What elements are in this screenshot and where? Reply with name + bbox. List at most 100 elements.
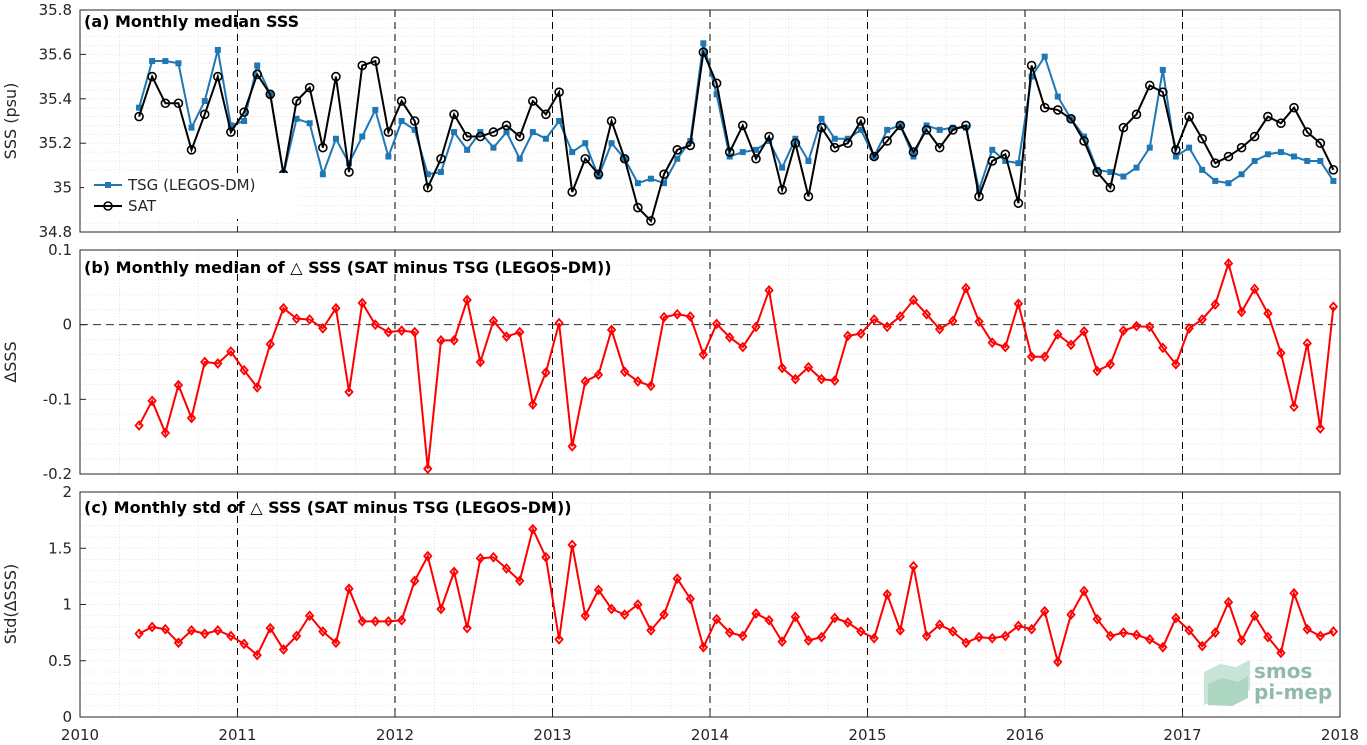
data-point xyxy=(1276,347,1286,359)
data-point xyxy=(1052,105,1063,115)
data-point xyxy=(239,638,249,650)
data-point xyxy=(672,573,682,584)
data-point xyxy=(1131,320,1142,332)
data-point xyxy=(227,122,234,129)
data-point xyxy=(214,46,221,53)
data-point xyxy=(147,71,157,82)
data-point xyxy=(1054,93,1061,100)
data-point xyxy=(331,302,341,314)
data-point xyxy=(1145,634,1155,645)
data-point xyxy=(593,369,604,381)
data-point xyxy=(1302,337,1312,349)
data-point xyxy=(422,182,433,193)
data-point xyxy=(1026,351,1037,363)
data-point xyxy=(528,523,538,535)
data-point xyxy=(331,637,341,649)
y-tick-label: 35.2 xyxy=(39,134,72,152)
data-point xyxy=(974,191,984,202)
data-point xyxy=(895,120,906,131)
y-tick-label: 1 xyxy=(62,596,72,614)
data-point xyxy=(241,118,248,124)
data-point xyxy=(934,323,945,335)
data-point xyxy=(1223,258,1234,269)
data-point xyxy=(646,216,656,226)
data-point xyxy=(830,612,840,624)
smos-pi-mep-logo: smos pi-mep xyxy=(1204,659,1332,706)
data-point xyxy=(685,140,696,151)
data-point xyxy=(856,116,866,126)
data-point xyxy=(449,334,459,346)
data-point xyxy=(580,610,590,622)
data-point xyxy=(1066,609,1076,620)
y-tick-label: 0 xyxy=(62,316,72,334)
data-point xyxy=(501,563,512,574)
data-point xyxy=(1118,122,1129,133)
data-point xyxy=(346,160,353,167)
data-point xyxy=(1315,423,1326,434)
data-point xyxy=(306,120,313,127)
data-point xyxy=(700,40,707,47)
data-point xyxy=(528,399,538,410)
data-point xyxy=(383,127,394,137)
data-point xyxy=(199,109,210,120)
data-point xyxy=(1028,73,1035,80)
data-point xyxy=(987,156,998,166)
data-point xyxy=(816,631,827,643)
panel-a-ylabel: SSS (psu) xyxy=(1,83,20,160)
data-point xyxy=(711,78,722,89)
data-point xyxy=(1236,306,1247,318)
data-point xyxy=(908,147,919,157)
data-point xyxy=(318,323,328,334)
data-point xyxy=(254,62,261,69)
data-point xyxy=(423,550,433,562)
data-point xyxy=(738,341,748,353)
data-point xyxy=(1118,325,1129,337)
data-point xyxy=(790,611,801,623)
y-tick-label: 2 xyxy=(62,483,72,501)
data-point xyxy=(149,58,156,65)
data-point xyxy=(226,630,236,642)
legend-sat-marker xyxy=(103,201,113,211)
data-point xyxy=(1184,625,1194,636)
data-point xyxy=(1146,144,1153,151)
data-point xyxy=(201,98,208,105)
data-point xyxy=(1158,641,1168,653)
y-tick-label: -0.2 xyxy=(43,465,72,483)
data-point xyxy=(856,626,866,637)
data-point xyxy=(462,131,472,142)
data-point xyxy=(424,171,431,178)
data-point xyxy=(1000,149,1011,160)
data-point xyxy=(869,632,879,644)
data-point xyxy=(359,133,366,140)
data-point xyxy=(213,71,223,82)
data-point xyxy=(1158,87,1168,97)
data-point xyxy=(1212,177,1219,184)
data-point xyxy=(488,551,499,563)
data-point xyxy=(685,311,696,322)
data-point xyxy=(593,169,604,180)
y-tick-label: 0.5 xyxy=(48,652,72,670)
data-point xyxy=(331,71,341,82)
data-point xyxy=(567,187,577,197)
data-point xyxy=(370,56,381,66)
data-point xyxy=(160,98,171,109)
data-point xyxy=(252,382,262,393)
data-point xyxy=(698,349,709,360)
data-point xyxy=(1013,198,1024,208)
data-point xyxy=(816,122,827,133)
y-tick-label: -0.1 xyxy=(43,390,72,408)
y-tick-label: 35.6 xyxy=(39,45,72,63)
data-point xyxy=(698,47,709,57)
data-point xyxy=(528,96,538,106)
data-point xyxy=(160,427,171,439)
data-point xyxy=(529,129,536,136)
data-point xyxy=(869,314,879,325)
y-tick-label: 1.5 xyxy=(48,539,72,557)
data-point xyxy=(1184,111,1194,122)
data-point xyxy=(751,321,761,333)
data-point xyxy=(436,603,446,615)
data-point xyxy=(659,311,669,323)
data-point xyxy=(882,589,892,600)
data-point xyxy=(1249,131,1260,142)
data-point xyxy=(1092,613,1102,625)
